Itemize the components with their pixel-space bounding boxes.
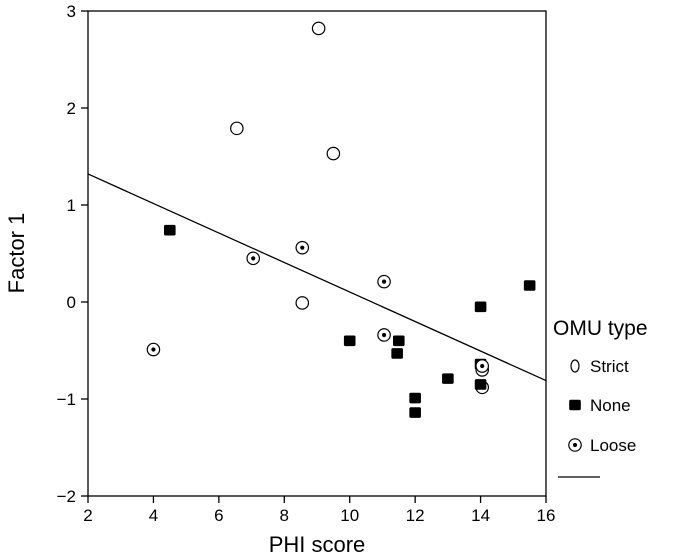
loose-point [377,328,391,342]
x-tick-label: 14 [471,506,490,525]
strict-point [311,21,326,36]
y-tick-label: −1 [57,390,76,409]
x-axis-label: PHI score [269,532,366,557]
none-point [409,392,421,404]
loose-point [295,240,310,255]
data-points-layer [146,21,536,418]
y-tick-label: 0 [67,293,76,312]
y-tick-label: 3 [67,2,76,21]
fit-line [87,173,547,382]
legend-label-none: None [590,396,631,415]
legend-title: OMU type [553,317,648,340]
loose-point [246,251,261,266]
strict-point [230,121,244,136]
fit-line-layer [87,173,547,382]
legend: OMU type Strict None Loose [553,317,648,478]
none-point [523,280,536,291]
loose-point [377,274,391,289]
strict-point [326,146,341,161]
none-point [343,335,356,347]
none-point [409,407,421,418]
none-point [474,301,487,313]
x-tick-label: 8 [280,506,289,525]
y-tick-label: −2 [57,487,76,506]
loose-point [146,342,161,357]
y-tick-label: 1 [67,196,76,215]
x-tick-label: 4 [149,506,158,525]
none-point [474,379,487,390]
x-tick-label: 10 [340,506,359,525]
x-tick-label: 2 [83,506,92,525]
plot-frame [87,10,547,497]
strict-point [295,296,310,310]
x-tick-label: 12 [406,506,425,525]
none-point [163,224,176,236]
legend-label-strict: Strict [590,357,629,376]
legend-label-loose: Loose [590,436,636,455]
x-tick-label: 16 [537,506,556,525]
none-point [391,348,403,359]
loose-point [475,359,490,373]
legend-marker-loose [568,438,582,452]
none-point [392,335,405,347]
x-tick-label: 6 [214,506,223,525]
legend-marker-strict [570,359,580,373]
none-point [442,373,454,384]
y-axis-label: Factor 1 [4,213,29,294]
legend-marker-none [569,399,581,411]
y-tick-label: 2 [67,99,76,118]
